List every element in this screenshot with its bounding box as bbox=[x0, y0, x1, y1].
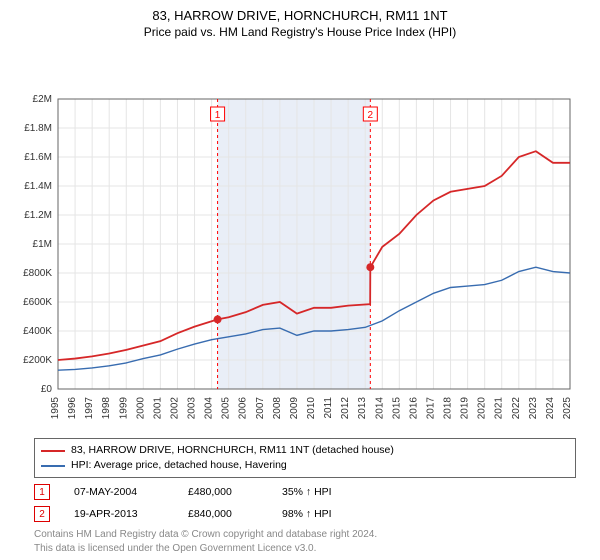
svg-text:£1.2M: £1.2M bbox=[24, 210, 52, 221]
sale-price-1: £480,000 bbox=[188, 486, 258, 498]
svg-text:2012: 2012 bbox=[340, 397, 351, 420]
chart-subtitle: Price paid vs. HM Land Registry's House … bbox=[0, 23, 600, 39]
svg-text:1998: 1998 bbox=[101, 397, 112, 420]
svg-text:2021: 2021 bbox=[494, 397, 505, 420]
sale-price-2: £840,000 bbox=[188, 508, 258, 520]
svg-text:1: 1 bbox=[215, 110, 221, 121]
svg-text:£0: £0 bbox=[41, 384, 53, 395]
sale-date-2: 19-APR-2013 bbox=[74, 508, 164, 520]
svg-text:2008: 2008 bbox=[272, 397, 283, 420]
svg-text:£1.6M: £1.6M bbox=[24, 152, 52, 163]
legend-row-hpi: HPI: Average price, detached house, Have… bbox=[41, 458, 569, 473]
svg-text:2004: 2004 bbox=[204, 397, 215, 420]
svg-text:£2M: £2M bbox=[33, 94, 52, 105]
svg-text:2005: 2005 bbox=[221, 397, 232, 420]
svg-text:1999: 1999 bbox=[118, 397, 129, 420]
footer-line-2: This data is licensed under the Open Gov… bbox=[34, 542, 576, 556]
svg-text:£400K: £400K bbox=[23, 326, 52, 337]
svg-text:2024: 2024 bbox=[545, 397, 556, 420]
legend-label-hpi: HPI: Average price, detached house, Have… bbox=[71, 458, 287, 473]
chart-title: 83, HARROW DRIVE, HORNCHURCH, RM11 1NT bbox=[0, 0, 600, 23]
sale-row-2: 2 19-APR-2013 £840,000 98% ↑ HPI bbox=[34, 506, 576, 522]
svg-text:2019: 2019 bbox=[460, 397, 471, 420]
svg-text:2025: 2025 bbox=[562, 397, 573, 420]
legend-row-price: 83, HARROW DRIVE, HORNCHURCH, RM11 1NT (… bbox=[41, 443, 569, 458]
footer-line-1: Contains HM Land Registry data © Crown c… bbox=[34, 528, 576, 542]
svg-text:2010: 2010 bbox=[306, 397, 317, 420]
svg-text:1996: 1996 bbox=[67, 397, 78, 420]
svg-text:£1M: £1M bbox=[33, 239, 52, 250]
svg-text:2023: 2023 bbox=[528, 397, 539, 420]
svg-text:1995: 1995 bbox=[50, 397, 61, 420]
svg-text:2009: 2009 bbox=[289, 397, 300, 420]
svg-text:2002: 2002 bbox=[169, 397, 180, 420]
price-chart: £0 £200K £400K £600K £800K £1M £1.2M £1.4M £1.6M… bbox=[0, 39, 600, 434]
svg-text:£1.8M: £1.8M bbox=[24, 123, 52, 134]
legend: 83, HARROW DRIVE, HORNCHURCH, RM11 1NT (… bbox=[34, 438, 576, 478]
sale-badge-2: 2 bbox=[34, 506, 50, 522]
sale-row-1: 1 07-MAY-2004 £480,000 35% ↑ HPI bbox=[34, 484, 576, 500]
svg-text:2022: 2022 bbox=[511, 397, 522, 420]
svg-text:£600K: £600K bbox=[23, 297, 52, 308]
svg-text:2000: 2000 bbox=[135, 397, 146, 420]
svg-text:2006: 2006 bbox=[238, 397, 249, 420]
svg-text:2014: 2014 bbox=[374, 397, 385, 420]
svg-text:2015: 2015 bbox=[391, 397, 402, 420]
svg-text:2011: 2011 bbox=[323, 397, 334, 419]
svg-text:2013: 2013 bbox=[357, 397, 368, 420]
svg-text:2001: 2001 bbox=[152, 397, 163, 420]
legend-swatch-hpi bbox=[41, 465, 65, 467]
svg-text:2017: 2017 bbox=[425, 397, 436, 420]
svg-text:£200K: £200K bbox=[23, 355, 52, 366]
svg-text:2003: 2003 bbox=[187, 397, 198, 420]
svg-text:2020: 2020 bbox=[477, 397, 488, 420]
svg-text:£800K: £800K bbox=[23, 268, 52, 279]
svg-text:2007: 2007 bbox=[255, 397, 266, 420]
sale-date-1: 07-MAY-2004 bbox=[74, 486, 164, 498]
sale-badge-1: 1 bbox=[34, 484, 50, 500]
sale-diff-2: 98% ↑ HPI bbox=[282, 508, 332, 520]
svg-text:£1.4M: £1.4M bbox=[24, 181, 52, 192]
svg-text:2: 2 bbox=[368, 110, 374, 121]
svg-text:2018: 2018 bbox=[443, 397, 454, 420]
legend-label-price: 83, HARROW DRIVE, HORNCHURCH, RM11 1NT (… bbox=[71, 443, 394, 458]
legend-swatch-price bbox=[41, 450, 65, 452]
svg-text:2016: 2016 bbox=[408, 397, 419, 420]
sale-diff-1: 35% ↑ HPI bbox=[282, 486, 332, 498]
svg-text:1997: 1997 bbox=[84, 397, 95, 420]
